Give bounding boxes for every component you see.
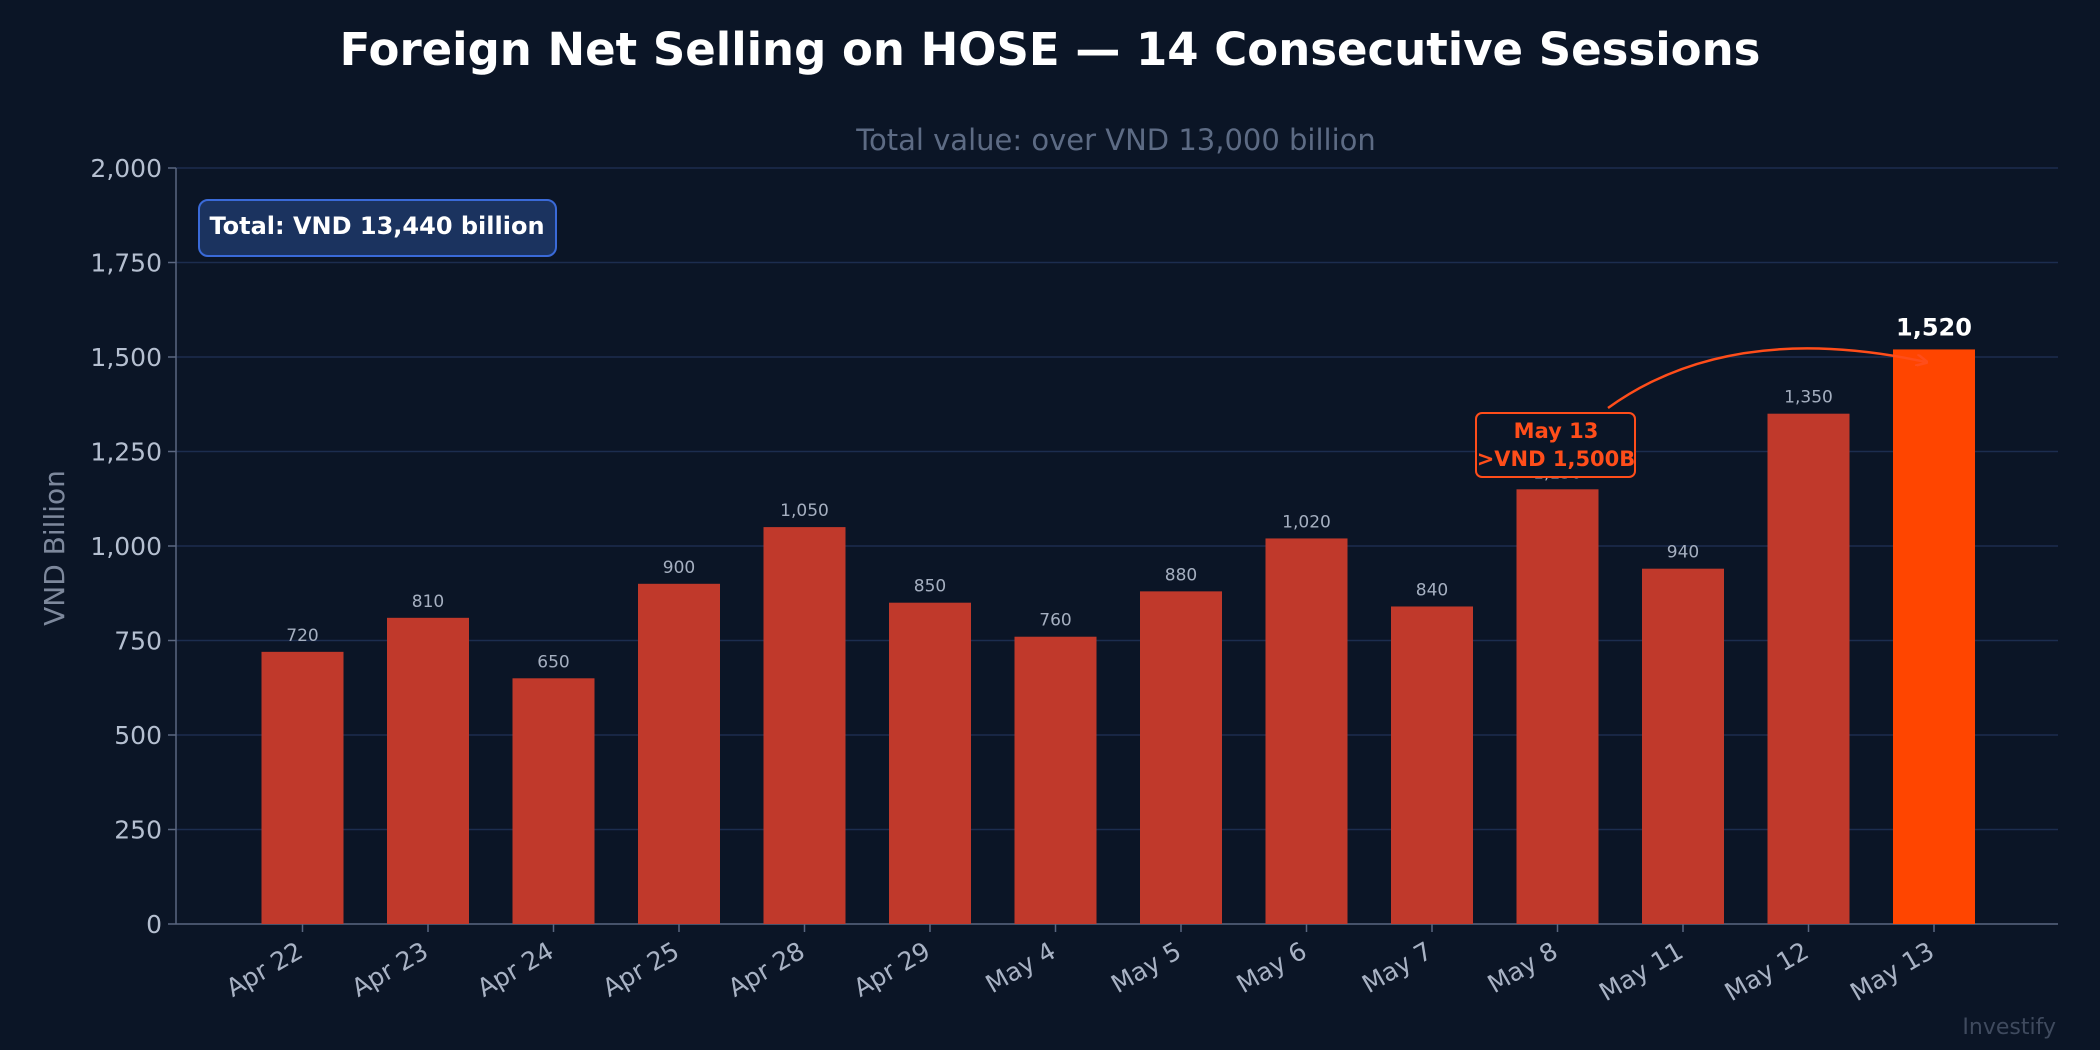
- bar: [1140, 591, 1222, 924]
- value-label: 880: [1165, 565, 1197, 585]
- bar: [1265, 538, 1348, 924]
- annotation-arrow: [1607, 347, 1926, 410]
- labels-layer: 7208106509001,0508507608801,0208401,1509…: [286, 313, 1972, 672]
- y-tick-label: 1,750: [90, 249, 162, 278]
- watermark: Investify: [1962, 1015, 2056, 1040]
- value-label: 720: [286, 626, 318, 646]
- x-tick-label: Apr 23: [347, 936, 433, 1003]
- bars-layer: [261, 349, 1975, 924]
- x-tick-label: May 11: [1594, 936, 1688, 1007]
- value-label: 1,350: [1784, 388, 1833, 408]
- y-tick-label: 750: [114, 627, 162, 656]
- x-tick-label: May 13: [1845, 936, 1939, 1007]
- chart-title: Foreign Net Selling on HOSE — 14 Consecu…: [339, 23, 1761, 76]
- bar: [1391, 606, 1473, 924]
- value-label: 940: [1667, 543, 1699, 563]
- x-tick-label: May 12: [1720, 936, 1814, 1007]
- x-tick-label: Apr 29: [849, 936, 935, 1003]
- x-tick-label: May 8: [1483, 936, 1563, 999]
- value-label: 840: [1416, 580, 1448, 600]
- annotation-line-2: >VND 1,500B: [1477, 447, 1636, 471]
- x-tick-label: Apr 22: [221, 936, 307, 1003]
- value-label: 1,050: [780, 501, 829, 521]
- bar: [261, 651, 344, 924]
- y-tick-label: 500: [114, 721, 162, 750]
- annotation-box: [1475, 412, 1636, 478]
- value-label: 1,520: [1896, 313, 1972, 341]
- y-tick-label: 1,500: [90, 343, 162, 372]
- annotation-line-1: May 13: [1514, 419, 1599, 443]
- bar: [889, 602, 971, 924]
- x-tick-label: Apr 28: [723, 936, 809, 1003]
- x-tick-label: May 4: [981, 936, 1061, 999]
- y-tick-label: 1,000: [90, 532, 162, 561]
- value-label: 760: [1039, 611, 1071, 631]
- y-tick-label: 2,000: [90, 154, 162, 183]
- x-tick-label: Apr 25: [598, 936, 684, 1003]
- x-tick-label: May 6: [1232, 936, 1312, 999]
- total-box-frame: [198, 199, 557, 257]
- x-tick-label: May 5: [1106, 936, 1186, 999]
- total-box-text: Total: VND 13,440 billion: [209, 212, 544, 240]
- bar: [1516, 489, 1599, 924]
- bar: [1767, 413, 1850, 924]
- y-tick-label: 250: [114, 816, 162, 845]
- chart-subtitle: Total value: over VND 13,000 billion: [855, 123, 1376, 157]
- bar: [512, 678, 595, 924]
- grid-layer: [176, 167, 2058, 831]
- x-tick-label: May 7: [1357, 936, 1437, 999]
- x-tick-label: Apr 24: [472, 936, 558, 1003]
- y-axis-label: VND Billion: [38, 470, 71, 626]
- bar: [387, 617, 469, 924]
- bar: [763, 527, 846, 924]
- bar: [638, 583, 720, 924]
- value-label: 900: [663, 558, 695, 578]
- value-label: 1,020: [1282, 512, 1331, 532]
- y-tick-label: 0: [146, 910, 162, 939]
- value-label: 650: [537, 652, 569, 672]
- value-label: 850: [914, 577, 946, 597]
- value-label: 810: [412, 592, 444, 612]
- y-tick-label: 1,250: [90, 438, 162, 467]
- bar: [1642, 568, 1724, 924]
- annotation-callout: May 13 >VND 1,500B: [1475, 347, 1926, 478]
- bar: [1014, 636, 1097, 924]
- bar-highlight: [1893, 349, 1975, 924]
- total-box: Total: VND 13,440 billion: [198, 199, 557, 257]
